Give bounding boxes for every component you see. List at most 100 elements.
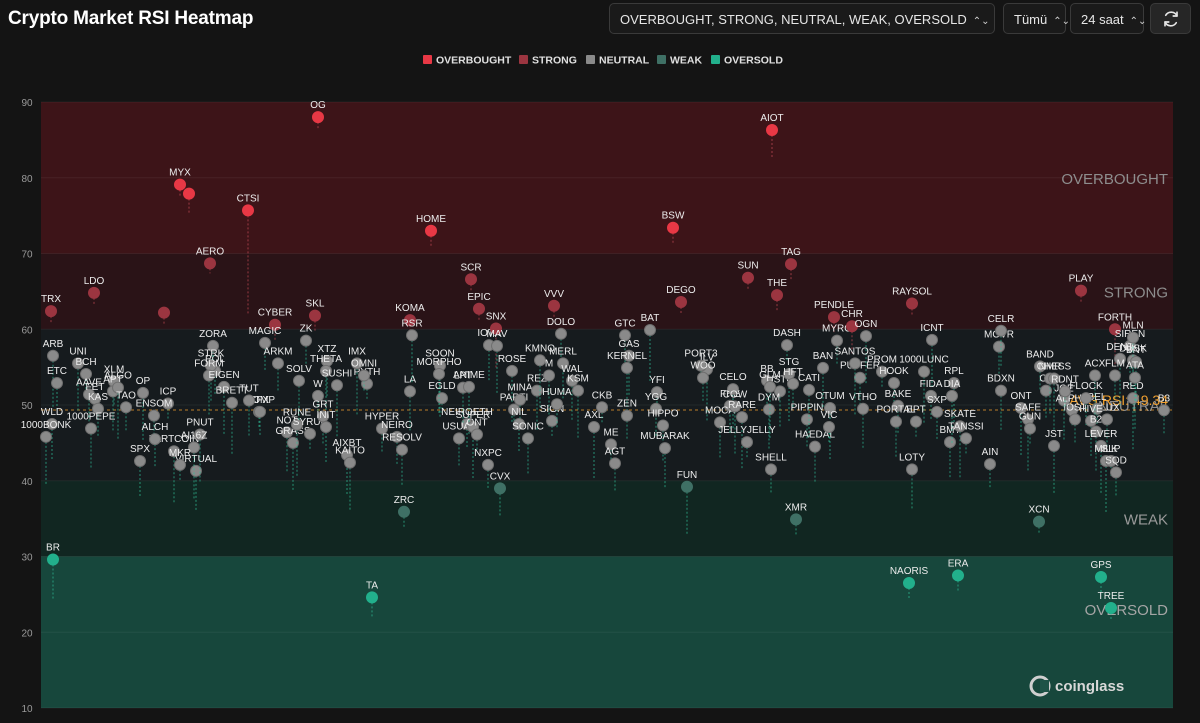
point-label: XMR	[785, 502, 807, 513]
legend-swatch-strong	[519, 55, 528, 64]
point-marker	[960, 432, 972, 445]
point-label: CATI	[798, 373, 820, 384]
point-label: MAGIC	[249, 326, 282, 337]
point-marker	[204, 257, 216, 270]
point-label: GLM	[759, 370, 781, 381]
point-marker	[490, 322, 502, 335]
point-marker	[548, 299, 560, 312]
point-label: MYRO	[822, 324, 852, 335]
refresh-button[interactable]	[1150, 3, 1191, 34]
point-marker	[931, 405, 943, 418]
point-label: OP	[136, 376, 151, 387]
point-marker	[242, 204, 254, 217]
point-label: EPT	[906, 405, 925, 416]
point-marker	[764, 380, 776, 393]
point-label: UNI	[69, 346, 86, 357]
point-label: USUAL	[442, 421, 476, 432]
point-label: ALCH	[142, 422, 169, 433]
point-marker	[729, 400, 741, 413]
point-label: PARTI	[500, 393, 529, 404]
point-label: CFX	[249, 395, 269, 406]
point-label: KERNEL	[607, 351, 647, 362]
point-label: ICNT	[920, 323, 943, 334]
point-label: SKATE	[944, 409, 976, 420]
point-label: M	[545, 358, 553, 369]
point-marker	[546, 414, 558, 427]
zone-filter-value: OVERBOUGHT, STRONG, NEUTRAL, WEAK, OVERS…	[620, 12, 967, 27]
point-marker	[203, 369, 215, 382]
point-marker	[1048, 372, 1060, 385]
point-marker	[40, 430, 52, 443]
point-marker	[149, 433, 161, 446]
point-label: PIPPIN	[791, 402, 824, 413]
y-tick-label: 40	[21, 477, 33, 488]
point-marker	[304, 427, 316, 440]
point-marker	[860, 330, 872, 343]
point-label: B3	[1158, 393, 1171, 404]
point-label: ROSE	[498, 354, 527, 365]
point-marker	[803, 383, 815, 396]
point-label: SOLV	[286, 364, 312, 375]
point-marker	[619, 329, 631, 342]
point-label: SANTOS	[835, 346, 876, 357]
point-marker	[995, 324, 1007, 337]
point-marker	[320, 364, 332, 377]
point-marker	[588, 420, 600, 433]
point-marker	[801, 413, 813, 426]
coin-filter-select[interactable]: Tümü ⌃⌄	[1003, 3, 1070, 34]
point-marker	[890, 415, 902, 428]
point-label: TRX	[41, 294, 61, 305]
point-label: POL	[205, 354, 225, 365]
point-label: TANSSI	[948, 421, 983, 432]
timeframe-select[interactable]: 24 saat ⌃⌄	[1070, 3, 1146, 34]
point-label: EGLD	[428, 381, 455, 392]
y-tick-label: 80	[21, 174, 33, 185]
point-marker	[174, 458, 186, 471]
point-label: ZEN	[617, 399, 637, 410]
point-label: RARE	[728, 400, 756, 411]
point-marker	[188, 441, 200, 454]
point-marker	[1105, 455, 1117, 468]
point-label: TREE	[1098, 591, 1125, 602]
point-label: AXL	[585, 410, 604, 421]
point-marker	[453, 432, 465, 445]
point-marker	[465, 273, 477, 286]
point-marker	[531, 384, 543, 397]
point-marker	[254, 405, 266, 418]
zone-band-strong	[41, 253, 1173, 330]
point-marker	[168, 445, 180, 458]
y-tick-label: 50	[21, 401, 33, 412]
point-marker	[80, 367, 92, 380]
point-label: YFI	[649, 375, 665, 386]
point-marker	[781, 339, 793, 352]
legend-label-neutral: NEUTRAL	[599, 55, 650, 67]
point-marker	[243, 394, 255, 407]
legend-label-overbought: OVERBOUGHT	[436, 55, 512, 67]
point-marker	[876, 365, 888, 378]
point-label: LPT	[454, 371, 472, 382]
point-marker	[650, 402, 662, 415]
point-label: CELR	[988, 314, 1015, 325]
page-title: Crypto Market RSI Heatmap	[8, 8, 254, 29]
point-marker	[823, 420, 835, 433]
zone-label-oversold: OVERSOLD	[1085, 602, 1169, 619]
point-label: AI16Z	[181, 430, 208, 441]
point-marker	[657, 419, 669, 432]
point-label: CVX	[490, 471, 511, 482]
point-marker	[763, 403, 775, 416]
point-label: SOON	[425, 349, 454, 360]
point-marker	[1127, 331, 1139, 344]
point-label: TAG	[781, 247, 801, 258]
zone-filter-select[interactable]: OVERBOUGHT, STRONG, NEUTRAL, WEAK, OVERS…	[609, 3, 995, 34]
point-marker	[742, 271, 754, 284]
point-marker	[906, 463, 918, 476]
point-marker	[1024, 422, 1036, 435]
point-label: SNX	[486, 311, 507, 322]
point-label: PLAY	[1069, 274, 1094, 285]
point-label: PORT3	[684, 349, 718, 360]
point-label: DEGO	[666, 285, 696, 296]
point-marker	[1105, 602, 1117, 615]
point-marker	[226, 396, 238, 409]
point-marker	[134, 455, 146, 468]
coinglass-logo	[1029, 675, 1051, 697]
